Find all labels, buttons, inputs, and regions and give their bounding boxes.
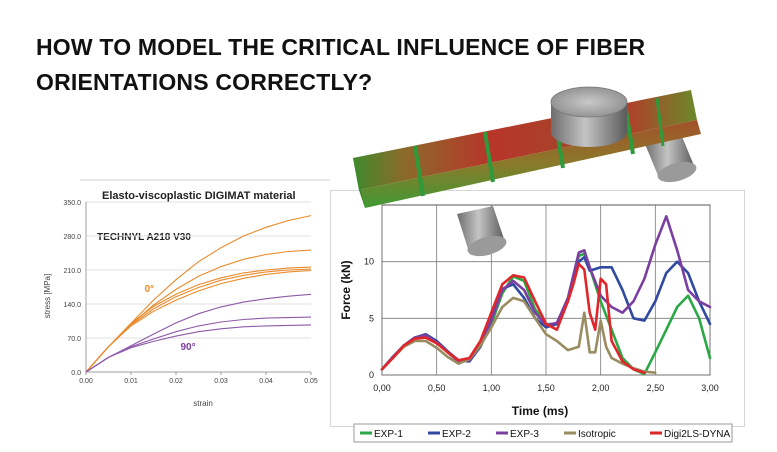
y-tick-label: 0	[369, 370, 374, 380]
chart-subtitle: TECHNYL A218 V30	[97, 232, 191, 243]
annotation-label: 0°	[145, 284, 155, 295]
y-tick-label: 210.0	[63, 268, 81, 275]
axes: 0,00 0,50 1,00 1,50 2,00 2,50 3,00 0 5 10	[364, 257, 719, 393]
annotations: 0° 90°	[145, 284, 196, 353]
y-tick-label: 10	[364, 257, 374, 267]
legend-label: EXP-2	[442, 429, 471, 440]
x-tick-label: 0,50	[428, 383, 446, 393]
series-line	[380, 296, 657, 374]
x-tick-label: 1,00	[483, 383, 501, 393]
headline-line-1: HOW TO MODEL THE CRITICAL INFLUENCE OF F…	[36, 34, 646, 60]
x-axis-label: strain	[193, 399, 213, 408]
y-axis-label: Force (kN)	[339, 260, 353, 319]
y-tick-label: 70.0	[67, 336, 81, 343]
annotation-label: 90°	[181, 342, 196, 353]
support-cylinder-left	[457, 206, 507, 257]
series-line	[85, 324, 312, 373]
x-tick-label: 0.01	[124, 378, 138, 385]
stress-strain-chart: Elasto-viscoplastic DIGIMAT material TEC…	[43, 179, 330, 408]
series-line	[85, 269, 312, 373]
series-line	[85, 316, 312, 373]
grid	[86, 201, 311, 373]
x-tick-label: 0.05	[304, 378, 318, 385]
loading-cylinder	[550, 86, 628, 147]
headline-line-2: ORIENTATIONS CORRECTLY?	[36, 69, 373, 95]
y-tick-label: 5	[369, 313, 374, 323]
y-tick-label: 0.0	[71, 370, 81, 377]
support-cylinder-right	[645, 134, 697, 183]
x-tick-label: 2,00	[592, 383, 610, 393]
y-tick-label: 280.0	[63, 234, 81, 241]
x-tick-label: 0.00	[79, 378, 93, 385]
series-line	[85, 266, 312, 373]
beam-bending-test-icon	[353, 86, 701, 257]
legend-label: Isotropic	[578, 429, 616, 440]
x-tick-label: 0.02	[169, 378, 183, 385]
legend-label: EXP-3	[510, 429, 539, 440]
y-tick-label: 140.0	[63, 302, 81, 309]
series-line	[85, 293, 312, 373]
legend-box	[353, 423, 733, 443]
series-line	[85, 249, 312, 373]
legend: EXP-1 EXP-2 EXP-3 Isotropic Digi2LS-DYNA	[360, 429, 730, 440]
x-tick-label: 0.03	[214, 378, 228, 385]
x-tick-label: 2,50	[647, 383, 665, 393]
x-axis-label: Time (ms)	[512, 404, 568, 418]
legend-label: Digi2LS-DYNA	[664, 429, 730, 440]
legend-label: EXP-1	[374, 429, 403, 440]
axes: 0.0 70.0 140.0 210.0 280.0 350.0 0.00 0.01 0.02 0…	[63, 200, 317, 385]
y-tick-label: 350.0	[63, 200, 81, 207]
x-tick-label: 1,50	[537, 383, 555, 393]
series-group	[85, 215, 312, 373]
y-axis-label: stress [MPa]	[43, 274, 52, 318]
x-tick-label: 0,00	[373, 383, 391, 393]
force-time-chart: 0,00 0,50 1,00 1,50 2,00 2,50 3,00 0 5 10 Time (m…	[330, 190, 745, 443]
x-tick-label: 3,00	[701, 383, 719, 393]
x-tick-label: 0.04	[259, 378, 273, 385]
headline: HOW TO MODEL THE CRITICAL INFLUENCE OF F…	[36, 30, 736, 100]
series-group	[380, 215, 712, 376]
chart-title: Elasto-viscoplastic DIGIMAT material	[102, 190, 296, 202]
series-line	[380, 262, 646, 374]
